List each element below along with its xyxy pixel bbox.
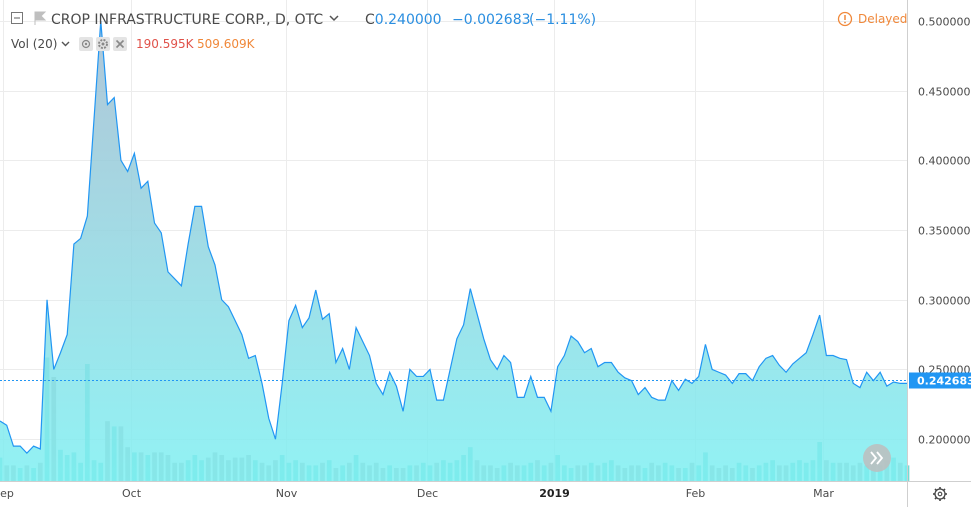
- x-tick-label: 2019: [539, 487, 570, 500]
- settings-gear-icon[interactable]: [933, 487, 947, 501]
- x-tick-label: Nov: [276, 487, 298, 500]
- x-axis[interactable]: Sep Oct Nov Dec 2019 Feb Mar: [0, 487, 834, 500]
- y-tick-label: 0.500000: [918, 16, 971, 29]
- delayed-badge[interactable]: Delayed: [837, 11, 908, 27]
- volume-value-1: 190.595K: [136, 37, 195, 51]
- y-tick-label: 0.400000: [918, 155, 971, 168]
- y-axis[interactable]: 0.2000000.2500000.3000000.3500000.400000…: [918, 16, 971, 447]
- collapse-square-icon[interactable]: [11, 12, 23, 24]
- close-value: 0.240000: [375, 12, 442, 28]
- symbol-legend[interactable]: CROP INFRASTRUCTURE CORP., D, OTC C0.240…: [11, 11, 597, 28]
- last-price-bg: [909, 372, 971, 389]
- close-icon[interactable]: [113, 37, 127, 51]
- x-tick-label: Sep: [0, 487, 14, 500]
- y-tick-label: 0.200000: [918, 434, 971, 447]
- exclamation-circle-icon: [837, 11, 853, 27]
- svg-text:CROP INFRASTRUCTURE CORP., D,: CROP INFRASTRUCTURE CORP., D, OTC: [51, 12, 323, 28]
- change-percent: (−1.11%): [529, 12, 596, 28]
- exchange: OTC: [295, 12, 324, 28]
- last-price-tag: 0.242683: [909, 372, 971, 389]
- volume-legend[interactable]: Vol (20) 190.595K 509.609K: [11, 37, 256, 51]
- chevron-down-icon[interactable]: [61, 41, 70, 47]
- chevron-down-icon[interactable]: [329, 15, 339, 22]
- last-price-label: 0.242683: [917, 375, 971, 388]
- price-area: [0, 20, 907, 481]
- price-line: [0, 20, 907, 454]
- x-tick-label: Dec: [417, 487, 438, 500]
- volume-value-2: 509.609K: [197, 37, 256, 51]
- symbol-name: CROP INFRASTRUCTURE CORP.: [51, 12, 266, 28]
- double-chevron-right-icon: [870, 451, 884, 465]
- y-tick-label: 0.450000: [918, 86, 971, 99]
- delayed-label: Delayed: [858, 12, 907, 26]
- eye-icon[interactable]: [79, 37, 93, 51]
- x-tick-label: Feb: [686, 487, 705, 500]
- svg-text:C0.240000: C0.240000: [365, 12, 442, 28]
- scroll-to-latest-button[interactable]: [863, 444, 891, 472]
- y-tick-label: 0.350000: [918, 225, 971, 238]
- flag-icon[interactable]: [34, 11, 47, 25]
- gear-icon[interactable]: [96, 37, 110, 51]
- x-tick-label: Oct: [122, 487, 142, 500]
- close-label: C: [365, 12, 375, 28]
- y-tick-label: 0.300000: [918, 295, 971, 308]
- price-series: [0, 20, 907, 481]
- volume-indicator-label: Vol (20): [11, 37, 57, 51]
- interval[interactable]: D: [275, 12, 286, 28]
- change-value: −0.002683: [452, 12, 531, 28]
- x-tick-label: Mar: [813, 487, 834, 500]
